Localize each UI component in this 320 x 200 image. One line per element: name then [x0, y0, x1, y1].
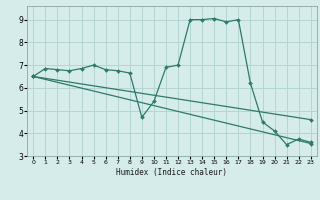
X-axis label: Humidex (Indice chaleur): Humidex (Indice chaleur) [116, 168, 228, 177]
